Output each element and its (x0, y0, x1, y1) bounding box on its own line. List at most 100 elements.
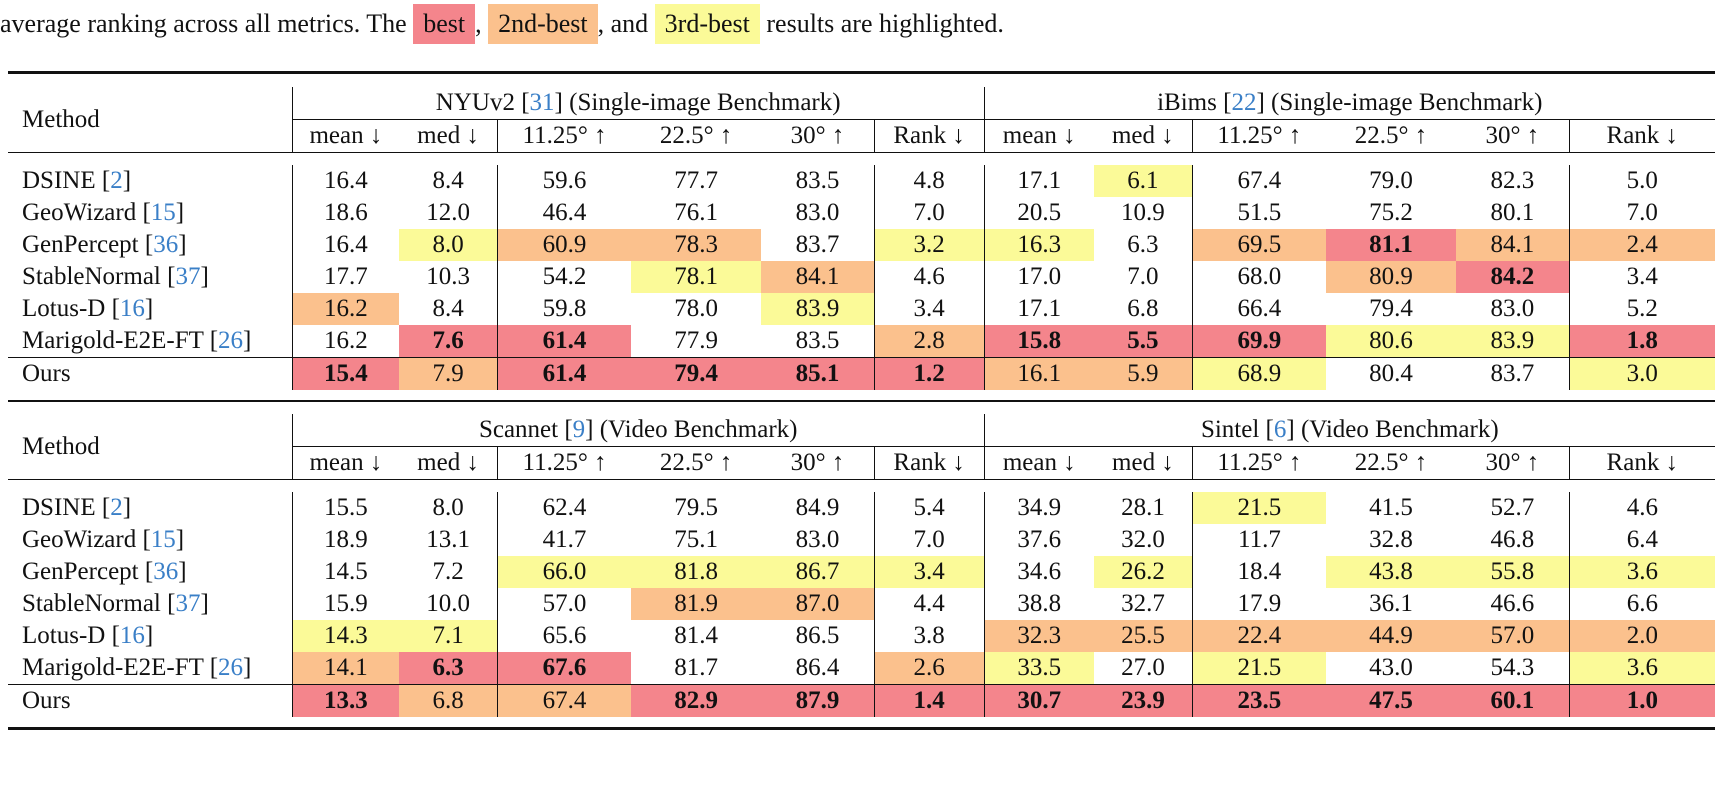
table-caption: average ranking across all metrics. The … (0, 4, 1004, 44)
header-rule (8, 152, 1715, 165)
metric-header: med ↓ (417, 122, 479, 149)
metric-value: 61.4 (497, 325, 631, 358)
metric-value: 61.4 (497, 357, 631, 390)
metric-value: 3.8 (873, 620, 985, 652)
metric-value: 83.5 (795, 327, 840, 354)
header-rule (8, 479, 1715, 492)
caption-prefix: average ranking across all metrics. The (0, 9, 407, 38)
metric-value: 7.9 (399, 357, 498, 390)
citation-link[interactable]: 16 (119, 295, 145, 322)
metric-value: 14.1 (291, 652, 400, 685)
table-row: GeoWizard [15] 18.9 13.1 41.7 75.1 83.0 7.0 37.… (8, 524, 1715, 556)
citation-link[interactable]: 36 (153, 558, 179, 585)
metric-value: 15.5 (291, 492, 400, 524)
metric-value: 7.0 (1568, 197, 1715, 229)
metric-value: 21.5 (1191, 652, 1326, 685)
metric-value: 2.8 (873, 325, 985, 358)
metric-header: 30° ↑ (790, 122, 845, 149)
citation-link[interactable]: 6 (1273, 416, 1287, 443)
citation-link[interactable]: 36 (153, 231, 179, 258)
metric-value: 84.1 (761, 261, 875, 293)
metric-value: 81.9 (631, 588, 762, 620)
benchmark-header: NYUv2 [31] (Single-image Benchmark) (291, 87, 985, 120)
metric-value: 38.8 (983, 588, 1094, 620)
metric-value: 80.4 (1325, 357, 1457, 390)
metric-value: 84.1 (1456, 229, 1570, 261)
metric-value: 5.2 (1568, 293, 1715, 325)
metric-value: 26.2 (1093, 556, 1193, 588)
metric-header: Rank ↓ (873, 119, 985, 153)
metric-value: 1.0 (1568, 684, 1715, 717)
metric-value: 83.7 (1456, 357, 1570, 390)
metric-value: 78.0 (674, 295, 719, 322)
table-row: Lotus-D [16] 16.2 8.4 59.8 78.0 83.9 3.4 17.1 6.… (8, 293, 1715, 325)
metric-value: 80.9 (1325, 261, 1457, 293)
results-table: Method Scannet [9] (Video Benchmark) Sinte… (8, 414, 1715, 717)
benchmark-desc: (Video Benchmark) (599, 416, 798, 443)
metric-value: 86.7 (761, 556, 875, 588)
metric-value: 57.0 (497, 588, 631, 620)
metric-header: mean ↓ (983, 119, 1094, 153)
metric-value: 87.0 (761, 588, 875, 620)
metric-value: 46.8 (1490, 526, 1535, 553)
method-name: GeoWizard [15] (22, 199, 185, 226)
citation-link[interactable]: 16 (119, 622, 145, 649)
citation-link[interactable]: 15 (150, 199, 176, 226)
metric-value: 23.9 (1093, 684, 1193, 717)
metric-value: 32.3 (983, 620, 1094, 652)
metric-value: 67.4 (1191, 165, 1326, 197)
metric-value: 30.7 (983, 684, 1094, 717)
benchmark-desc: (Single-image Benchmark) (569, 89, 841, 116)
table-row: Lotus-D [16] 14.3 7.1 65.6 81.4 86.5 3.8 32.3 25… (8, 620, 1715, 652)
metric-value: 32.7 (1121, 590, 1165, 617)
results-table: Method NYUv2 [31] (Single-image Benchmark… (8, 87, 1715, 390)
method-name: StableNormal [37] (22, 590, 209, 617)
metric-value: 55.8 (1456, 556, 1570, 588)
citation-link[interactable]: 9 (572, 416, 586, 443)
benchmark-desc: (Single-image Benchmark) (1271, 89, 1543, 116)
metric-value: 28.1 (1121, 494, 1165, 521)
method-label: GeoWizard (22, 199, 137, 226)
metric-value: 84.2 (1456, 261, 1570, 293)
metric-value: 78.1 (631, 261, 762, 293)
metric-value: 17.0 (983, 261, 1094, 293)
metric-value: 75.2 (1369, 199, 1413, 226)
metric-header-row: mean ↓ med ↓ 11.25° ↑ 22.5° ↑ 30° ↑ Rank ↓ mea… (8, 119, 1715, 153)
benchmark-header: Sintel [6] (Video Benchmark) (983, 414, 1715, 447)
metric-header: med ↓ (1112, 449, 1174, 476)
metric-value: 46.4 (497, 197, 631, 229)
metric-value: 78.3 (631, 229, 762, 261)
metric-value: 83.0 (1490, 295, 1535, 322)
metric-value: 79.0 (1369, 167, 1413, 194)
metric-value: 54.2 (497, 261, 631, 293)
metric-value: 14.3 (291, 620, 400, 652)
metric-value: 20.5 (983, 197, 1094, 229)
metric-value: 13.1 (426, 526, 470, 553)
metric-value: 22.4 (1191, 620, 1326, 652)
citation-link[interactable]: 26 (218, 654, 244, 681)
citation-link[interactable]: 31 (529, 89, 555, 116)
metric-value: 1.8 (1568, 325, 1715, 358)
metric-value: 82.9 (631, 684, 762, 717)
citation-link[interactable]: 2 (110, 494, 123, 521)
citation-link[interactable]: 2 (110, 167, 123, 194)
metric-value: 18.9 (291, 524, 400, 556)
method-label: DSINE (22, 494, 96, 521)
citation-link[interactable]: 26 (218, 327, 244, 354)
metric-value: 80.6 (1325, 325, 1457, 358)
metric-value: 5.5 (1093, 325, 1193, 358)
metric-value: 85.1 (761, 357, 875, 390)
middle-rule (8, 400, 1715, 402)
metric-value: 6.1 (1093, 165, 1193, 197)
metric-value: 17.9 (1191, 588, 1326, 620)
citation-link[interactable]: 37 (175, 263, 201, 290)
citation-link[interactable]: 37 (175, 590, 201, 617)
method-name: Ours (8, 357, 293, 390)
metric-value: 17.1 (983, 165, 1094, 197)
metric-value: 14.5 (291, 556, 400, 588)
citation-link[interactable]: 15 (150, 526, 176, 553)
benchmark-header: Scannet [9] (Video Benchmark) (291, 414, 985, 447)
metric-value: 16.4 (291, 229, 400, 261)
citation-link[interactable]: 22 (1231, 89, 1257, 116)
metric-value: 18.4 (1191, 556, 1326, 588)
